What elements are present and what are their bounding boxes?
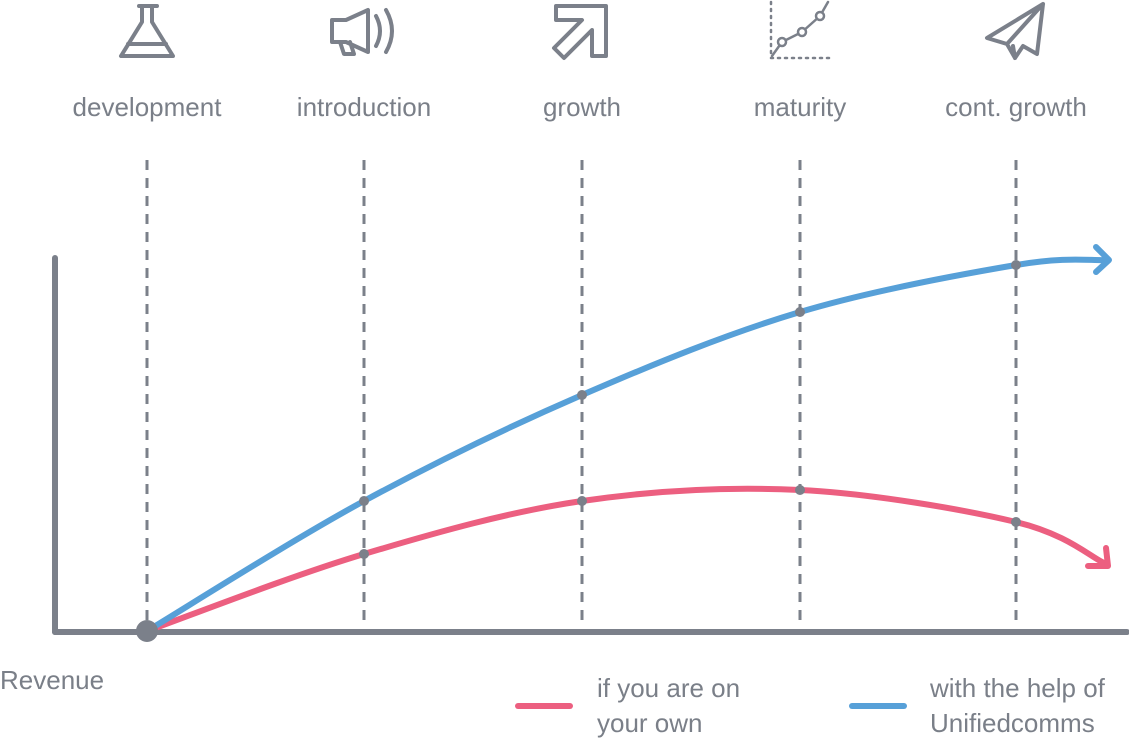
- stage-dot: [359, 496, 369, 506]
- icon-arrow: [552, 4, 608, 60]
- icon-chart-axes: [769, 0, 831, 60]
- stage-label: cont. growth: [945, 92, 1087, 122]
- icons: [119, 0, 1045, 60]
- legend-label: with the help of Unifiedcomms: [930, 673, 1105, 738]
- stage-dot: [577, 496, 587, 506]
- icon-chart-dot: [776, 36, 788, 48]
- stage-label: introduction: [296, 92, 432, 122]
- stage-dot: [359, 549, 369, 559]
- stage-dots: [359, 260, 1021, 559]
- axis-label: Revenue: [0, 665, 105, 695]
- icon-chart-dot: [814, 10, 826, 22]
- icon-flask: [119, 4, 175, 58]
- origin-dot: [136, 620, 158, 642]
- stage-dot: [577, 390, 587, 400]
- stage-dot: [1011, 260, 1021, 270]
- stage-dot: [795, 485, 805, 495]
- icon-chart-dot: [796, 26, 808, 38]
- stage-label: growth: [542, 92, 622, 122]
- curve-own: [144, 485, 1107, 634]
- arrowhead-help: [1093, 244, 1112, 275]
- stage-dot: [1011, 517, 1021, 527]
- icon-megaphone: [330, 8, 394, 56]
- stage-dot: [795, 307, 805, 317]
- icon-plane: [985, 2, 1045, 60]
- legend-label: if you are on your own: [597, 673, 741, 738]
- arrowhead-own: [1085, 545, 1111, 569]
- curve-help: [144, 256, 1109, 634]
- stage-label: development: [72, 92, 222, 122]
- stage-label: maturity: [753, 92, 847, 122]
